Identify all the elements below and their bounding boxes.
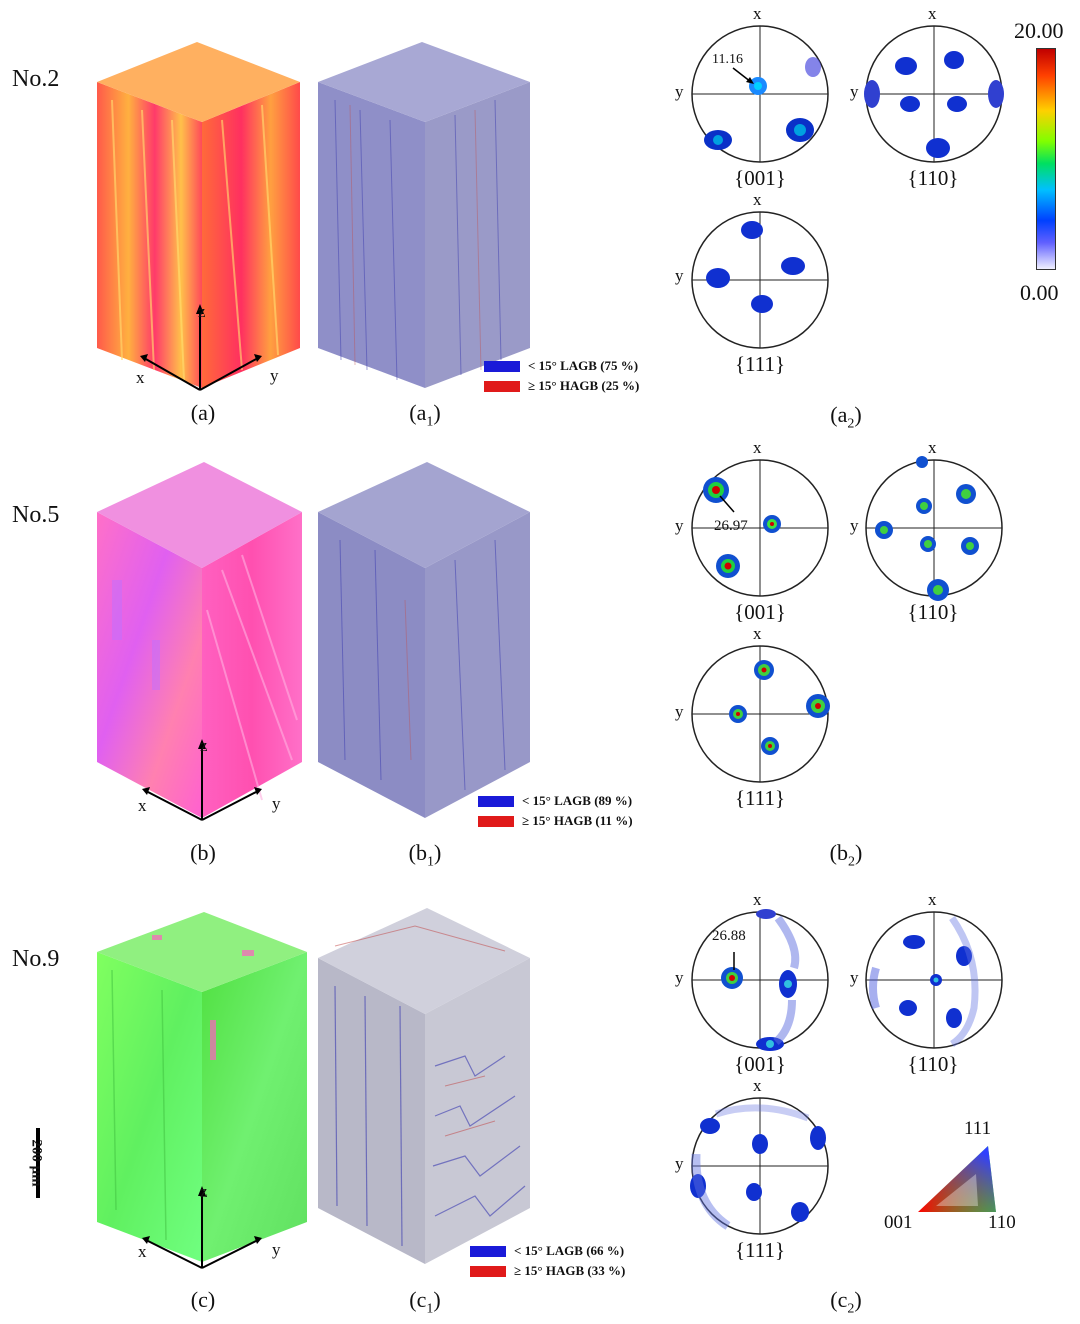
ipf-key-111: 111 (964, 1118, 992, 1139)
ipf-cube-b (97, 462, 302, 818)
ipf-key-001: 001 (884, 1212, 913, 1233)
lagb-legend-b1: < 15° LAGB (89 %) (522, 793, 633, 808)
colorbar-min: 0.00 (1020, 280, 1059, 305)
pf-x-c2-111: x (753, 1076, 762, 1095)
panel-label-c: (c) (190, 1287, 216, 1312)
lagb-legend-c1: < 15° LAGB (66 %) (514, 1243, 625, 1258)
axis-z-b: z (200, 736, 208, 755)
pf-x-a2-111: x (753, 190, 762, 209)
gb-cube-c1 (318, 908, 530, 1264)
lagb-swatch-c1 (470, 1246, 506, 1257)
pf-x-b2-001: x (753, 438, 762, 457)
hagb-legend-b1: ≥ 15° HAGB (11 %) (522, 813, 633, 828)
hagb-legend-c1: ≥ 15° HAGB (33 %) (514, 1263, 626, 1278)
axis-y-b: y (272, 794, 281, 813)
pf-label-111-c2: {111} (734, 1238, 786, 1262)
panel-label-b2: (b2) (829, 840, 863, 870)
row-label-no2: No.2 (12, 66, 60, 92)
pole-figure-110-a2 (864, 25, 1004, 163)
pf-label-110-b2: {110} (907, 600, 959, 624)
axis-x-a: x (136, 368, 145, 387)
colorbar-max: 20.00 (1014, 18, 1064, 43)
axis-z-a: z (198, 302, 206, 321)
pf-label-001-a2: {001} (734, 166, 786, 190)
hagb-swatch-c1 (470, 1266, 506, 1277)
gb-cube-a1 (318, 42, 530, 388)
pf-y-a2-111: y (675, 266, 684, 285)
axis-y-c: y (272, 1240, 281, 1259)
hagb-legend-a1: ≥ 15° HAGB (25 %) (528, 378, 640, 393)
pole-figure-111-a2 (691, 211, 829, 349)
pole-figure-110-c2 (865, 911, 1003, 1049)
hagb-swatch-b1 (478, 816, 514, 827)
pole-figure-111-b2 (691, 645, 830, 783)
pf-y-c2-001: y (675, 968, 684, 987)
axis-x-b: x (138, 796, 147, 815)
panel-label-b: (b) (190, 840, 216, 865)
pf-label-110-a2: {110} (907, 166, 959, 190)
scale-bar (36, 1128, 40, 1198)
pf-label-001-c2: {001} (734, 1052, 786, 1076)
row-label-no5: No.5 (12, 502, 60, 528)
axis-triad-c (142, 1186, 262, 1269)
pf-x-b2-111: x (753, 624, 762, 643)
pf-label-111-b2: {111} (734, 786, 786, 810)
axis-triad-b (142, 739, 262, 821)
lagb-swatch-a1 (484, 361, 520, 372)
pf-label-001-b2: {001} (734, 600, 786, 624)
peak-value-c2: 26.88 (712, 928, 746, 944)
pf-x-c2-001: x (753, 890, 762, 909)
ipf-cube-c (97, 912, 307, 1262)
pf-y-b2-110: y (850, 516, 859, 535)
pf-y-b2-001: y (675, 516, 684, 535)
colorbar (1036, 48, 1056, 270)
panel-label-a1: (a1) (409, 400, 441, 430)
pf-y-b2-111: y (675, 702, 684, 721)
axis-y-a: y (270, 366, 279, 385)
pf-x-b2-110: x (928, 438, 937, 457)
panel-label-b1: (b1) (408, 840, 442, 870)
pf-y-a2-110: y (850, 82, 859, 101)
peak-value-b2: 26.97 (714, 518, 748, 534)
pole-figure-110-b2 (865, 456, 1003, 601)
panel-label-c2: (c2) (830, 1287, 862, 1317)
scale-bar-label: 200 μm (28, 1139, 45, 1187)
ipf-cube-a (97, 42, 300, 388)
lagb-legend-a1: < 15° LAGB (75 %) (528, 358, 639, 373)
axis-z-c: z (200, 1182, 208, 1201)
panel-label-c1: (c1) (409, 1287, 441, 1317)
pf-label-111-a2: {111} (734, 352, 786, 376)
ipf-key-110: 110 (988, 1212, 1016, 1233)
panel-label-a2: (a2) (830, 402, 862, 432)
pole-figure-001-b2 (691, 459, 829, 597)
hagb-swatch-a1 (484, 381, 520, 392)
pole-figure-111-c2 (690, 1097, 829, 1235)
pf-y-a2-001: y (675, 82, 684, 101)
axis-x-c: x (138, 1242, 147, 1261)
peak-value-a2: 11.16 (712, 52, 743, 67)
pole-figure-001-a2 (691, 25, 829, 163)
panel-label-a: (a) (190, 400, 216, 425)
pf-x-a2-001: x (753, 4, 762, 23)
axis-triad-a (140, 304, 262, 391)
row-label-no9: No.9 (12, 946, 60, 972)
ipf-color-key (918, 1146, 996, 1212)
pf-y-c2-110: y (850, 968, 859, 987)
lagb-swatch-b1 (478, 796, 514, 807)
pf-x-a2-110: x (928, 4, 937, 23)
pf-label-110-c2: {110} (907, 1052, 959, 1076)
pf-x-c2-110: x (928, 890, 937, 909)
gb-cube-b1 (318, 462, 530, 818)
pole-figure-001-c2 (691, 909, 829, 1051)
pf-y-c2-111: y (675, 1154, 684, 1173)
